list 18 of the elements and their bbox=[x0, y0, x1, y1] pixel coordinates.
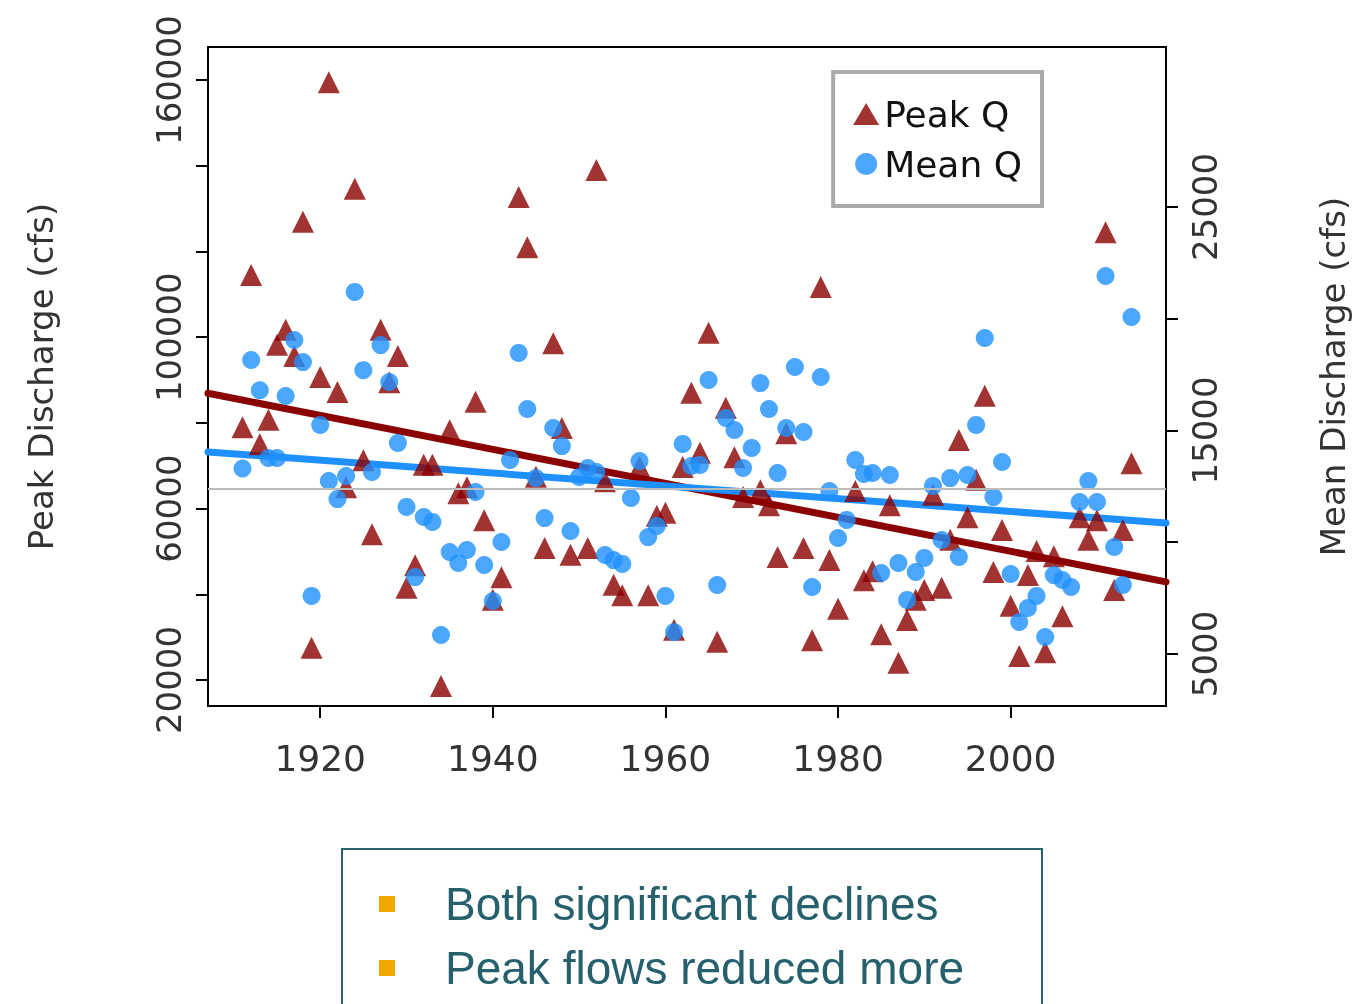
text: Both significant declines bbox=[445, 877, 939, 931]
x-tick-label: 1920 bbox=[274, 737, 367, 779]
y2-tick-label: 5000 bbox=[1185, 610, 1225, 698]
legend-label: Mean Q bbox=[884, 143, 1023, 185]
y-tick-label: 100000 bbox=[149, 272, 189, 403]
text: Peak flows reduced more bbox=[445, 941, 965, 995]
y2-axis-title: Mean Discharge (cfs) bbox=[1313, 196, 1353, 557]
y-axis-title: Peak Discharge (cfs) bbox=[21, 202, 61, 551]
y-tick-label: 20000 bbox=[149, 625, 189, 735]
x-tick-label: 1940 bbox=[447, 737, 539, 779]
x-tick-label: 2000 bbox=[964, 737, 1057, 779]
x-tick-label: 1960 bbox=[619, 737, 712, 779]
y-tick-label: 60000 bbox=[149, 454, 189, 563]
y-tick-label: 160000 bbox=[149, 15, 189, 145]
y2-tick-label: 25000 bbox=[1185, 152, 1225, 262]
y2-tick-label: 15000 bbox=[1185, 376, 1225, 485]
legend-label: Peak Q bbox=[884, 93, 1010, 135]
x-tick-label: 1980 bbox=[792, 737, 884, 779]
